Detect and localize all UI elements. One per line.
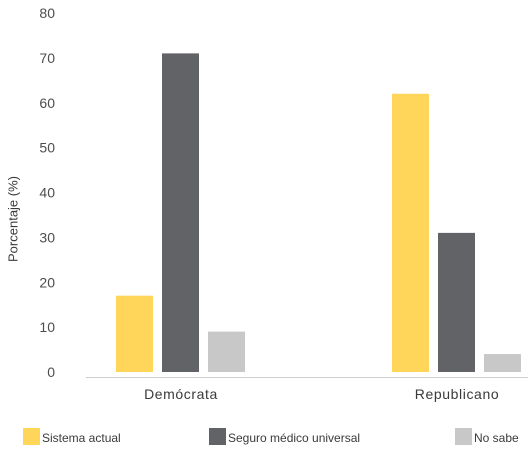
y-tick-label: 40 — [39, 185, 55, 201]
y-tick-label: 10 — [39, 319, 55, 335]
bar — [438, 232, 475, 372]
category-labels: Demócrata Republicano — [144, 386, 499, 402]
legend-swatch — [209, 428, 226, 445]
bar — [116, 295, 153, 372]
x-tick-label: Demócrata — [144, 386, 218, 402]
y-axis-title: Porcentaje (%) — [5, 176, 20, 262]
y-axis-ticks: 0 10 20 30 40 50 60 70 80 — [39, 5, 55, 380]
y-tick-label: 0 — [47, 364, 55, 380]
y-tick-label: 50 — [39, 140, 55, 156]
legend-swatch — [455, 428, 472, 445]
bar — [484, 354, 521, 372]
y-tick-label: 80 — [39, 5, 55, 21]
legend-label: Seguro médico universal — [228, 431, 360, 445]
x-tick-label: Republicano — [415, 386, 499, 402]
bar — [162, 53, 199, 372]
y-tick-label: 70 — [39, 50, 55, 66]
y-tick-label: 20 — [39, 274, 55, 290]
legend-swatch — [23, 428, 40, 445]
y-tick-label: 30 — [39, 229, 55, 245]
legend: Sistema actual Seguro médico universal No … — [23, 428, 519, 445]
bars — [116, 53, 521, 373]
legend-label: No sabe — [474, 431, 519, 445]
legend-label: Sistema actual — [42, 431, 121, 445]
y-tick-label: 60 — [39, 95, 55, 111]
bar — [392, 93, 429, 373]
bar — [208, 331, 245, 372]
